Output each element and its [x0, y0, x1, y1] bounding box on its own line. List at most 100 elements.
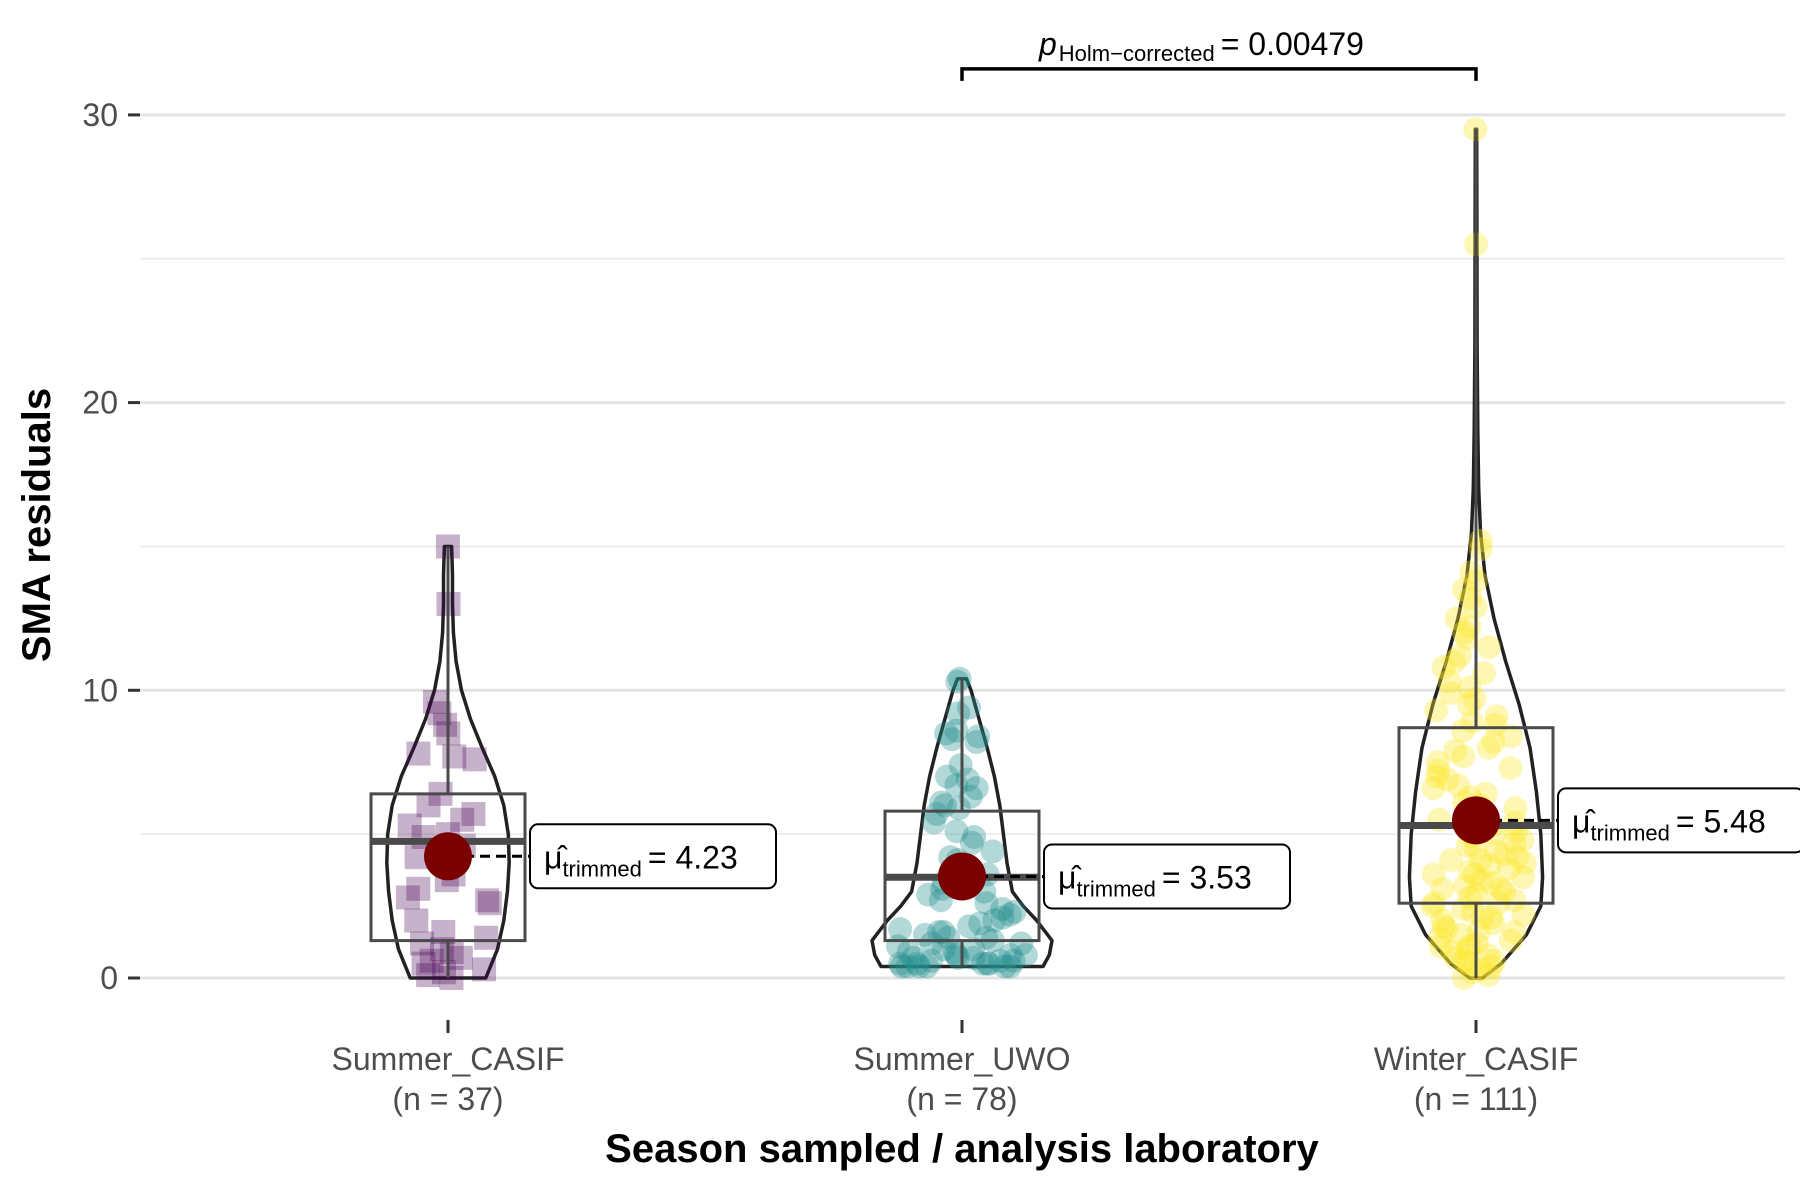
data-point: [1428, 934, 1453, 959]
data-point: [975, 951, 1000, 976]
data-point: [962, 825, 987, 850]
data-point: [1512, 850, 1537, 875]
data-point: [395, 885, 420, 910]
data-point: [1430, 908, 1455, 933]
x-tick-n-label: (n = 111): [1414, 1081, 1538, 1117]
data-point: [1464, 882, 1489, 907]
data-point: [945, 669, 970, 694]
data-point: [1451, 966, 1476, 990]
data-point: [431, 960, 456, 985]
data-point: [1454, 626, 1479, 651]
data-point: [1492, 842, 1517, 867]
data-points: [395, 117, 1537, 990]
x-tick-label: Summer_CASIF: [332, 1041, 565, 1077]
data-point: [1496, 856, 1521, 881]
data-point: [1435, 767, 1460, 792]
y-tick-label: 10: [82, 672, 118, 708]
mu-subscript: trimmed: [562, 856, 641, 881]
data-point: [1484, 839, 1509, 864]
data-point: [1437, 669, 1462, 694]
mean-label: μ̂trimmed = 5.48: [1572, 803, 1766, 845]
data-point: [901, 945, 926, 970]
data-point: [1450, 922, 1475, 947]
mu-subscript: trimmed: [1076, 876, 1155, 901]
violin-Summer_UWO: [870, 677, 1054, 969]
data-point: [409, 931, 434, 956]
trimmed-mean-point: [424, 832, 472, 881]
data-point: [1476, 963, 1501, 988]
p-value: = 0.00479: [1221, 26, 1364, 62]
data-point: [1476, 735, 1501, 760]
data-point: [1421, 862, 1446, 887]
p-subscript: Holm−corrected: [1059, 41, 1215, 66]
data-point: [419, 948, 444, 973]
data-point: [968, 911, 993, 936]
data-point: [944, 819, 969, 844]
data-point: [935, 764, 960, 789]
data-point: [475, 888, 500, 913]
data-point: [1466, 919, 1491, 944]
data-point: [1479, 871, 1504, 896]
data-point: [982, 908, 1007, 933]
data-point: [472, 957, 497, 982]
data-point: [919, 948, 944, 973]
data-point: [906, 954, 931, 979]
data-point: [397, 813, 422, 838]
data-point: [1498, 928, 1523, 953]
mean-label: μ̂trimmed = 3.53: [1058, 859, 1252, 901]
data-point: [1502, 919, 1527, 944]
p-value-label: pHolm−corrected = 0.00479: [1038, 26, 1364, 66]
data-point: [1489, 876, 1514, 901]
mean-label-box: [1043, 843, 1291, 910]
data-point: [888, 951, 913, 976]
data-point: [998, 942, 1023, 967]
data-point: [1468, 528, 1493, 553]
data-point: [1438, 681, 1463, 706]
data-point: [1462, 862, 1487, 887]
trimmed-mean-point: [938, 852, 986, 901]
data-point: [1470, 905, 1495, 930]
data-point: [974, 891, 999, 916]
mean-label: μ̂trimmed = 4.23: [544, 839, 738, 881]
data-point: [474, 925, 499, 950]
data-point: [1502, 888, 1527, 913]
data-point: [1502, 830, 1527, 855]
data-point: [1503, 796, 1528, 821]
data-point: [961, 937, 986, 962]
data-point: [924, 802, 949, 827]
data-point: [958, 784, 983, 809]
data-point: [959, 830, 984, 855]
data-point: [1013, 942, 1038, 967]
data-point: [1451, 577, 1476, 602]
data-point: [416, 963, 441, 988]
data-point: [1472, 661, 1497, 686]
data-point: [1443, 738, 1468, 763]
data-point: [1451, 620, 1476, 645]
data-point: [964, 776, 989, 801]
data-point: [888, 917, 913, 942]
axes: 0 10 20 30 Summer_CASIF (n = 37) Summer_UWO (n …: [82, 97, 1578, 1117]
data-point: [976, 951, 1001, 976]
mean-label-box: [1557, 787, 1800, 854]
data-point: [974, 925, 999, 950]
data-point: [1479, 954, 1504, 979]
data-point: [439, 966, 464, 990]
data-point: [998, 954, 1023, 979]
data-point: [1421, 776, 1446, 801]
x-tick-label: Winter_CASIF: [1374, 1041, 1578, 1077]
data-point: [1510, 827, 1535, 852]
data-point: [889, 954, 914, 979]
grid-lines: [140, 113, 1785, 980]
x-tick-n-label: (n = 37): [392, 1081, 503, 1117]
data-point: [423, 689, 448, 714]
significance-bracket: pHolm−corrected = 0.00479: [960, 26, 1478, 81]
x-axis-title: Season sampled / analysis laboratory: [605, 1127, 1319, 1171]
data-point: [936, 925, 961, 950]
data-point: [1481, 730, 1506, 755]
p-symbol: p: [1038, 26, 1057, 62]
data-point: [1002, 899, 1027, 924]
data-point: [895, 954, 920, 979]
mean-value: = 3.53: [1162, 859, 1252, 895]
data-point: [966, 724, 991, 749]
